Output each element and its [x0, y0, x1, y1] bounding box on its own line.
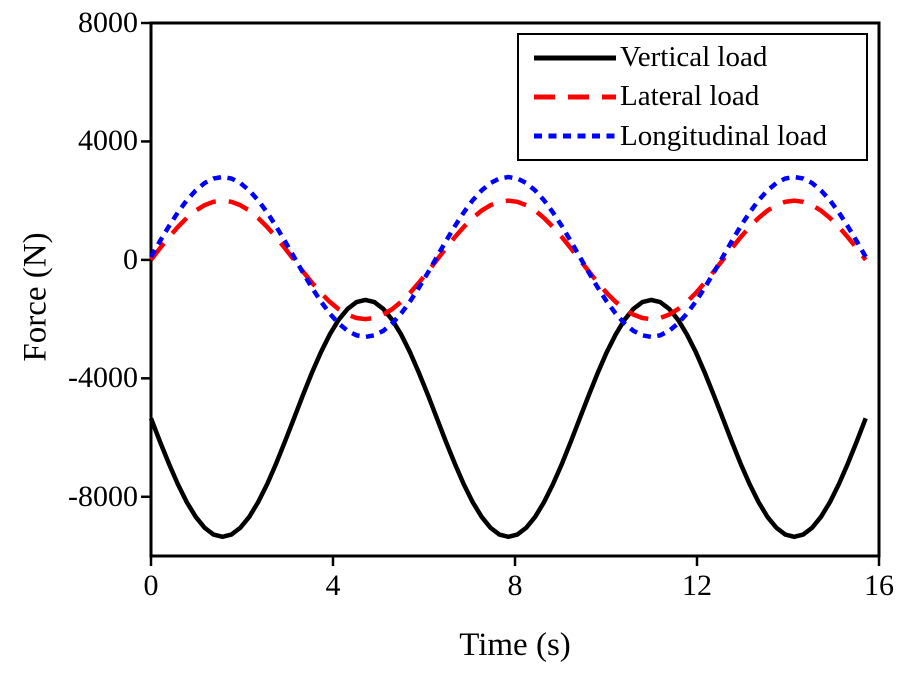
x-tick-label: 12: [682, 569, 712, 602]
legend-item-vertical-load: Vertical load: [532, 38, 866, 77]
solid-line-sample-icon: [534, 55, 616, 61]
legend-item-lateral-load: Lateral load: [532, 77, 866, 116]
legend-item-longitudinal-load: Longitudinal load: [532, 117, 866, 156]
y-tick-label: -4000: [68, 361, 138, 395]
legend-label: Vertical load: [620, 41, 768, 74]
y-tick-label: 8000: [78, 6, 138, 39]
x-tick-label: 4: [325, 569, 341, 602]
legend-label: Lateral load: [620, 80, 760, 113]
x-tick-label: 0: [143, 569, 159, 602]
y-tick-label: 0: [123, 242, 138, 276]
y-tick-label: -8000: [68, 479, 138, 513]
x-tick-label: 16: [864, 569, 894, 602]
legend-label: Longitudinal load: [620, 119, 827, 152]
x-tick-label: 8: [507, 569, 523, 602]
y-tick-label: 4000: [78, 124, 138, 158]
dotted-line-sample-icon: [534, 133, 616, 139]
dashed-line-sample-icon: [534, 94, 616, 100]
y-axis-title: Force (N): [17, 232, 54, 362]
legend: Vertical load Lateral load Longitudinal …: [517, 33, 868, 161]
x-axis-title: Time (s): [459, 627, 571, 663]
